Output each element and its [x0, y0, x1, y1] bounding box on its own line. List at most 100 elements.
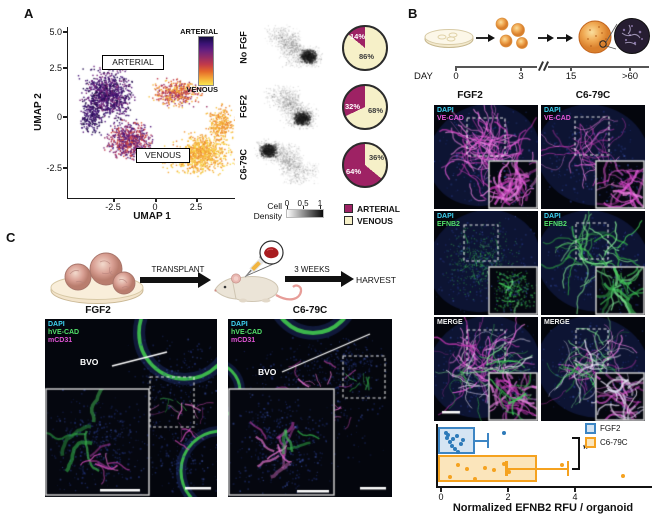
organoid-icon: [89, 252, 123, 286]
channel-label-merge: MERGE: [544, 319, 570, 326]
pie-fgf2: 32% 68%: [342, 84, 388, 130]
pie-venous-pct: 86%: [359, 52, 375, 61]
umap-x-tick: 0: [152, 202, 158, 212]
organoid-icon: [112, 271, 136, 295]
venous-region-label: VENOUS: [136, 148, 190, 163]
pie-arterial-pct: 14%: [350, 32, 366, 41]
timeline-day-label: DAY: [414, 71, 433, 82]
legend-swatch-fgf2: [585, 423, 596, 434]
timeline-axis: [455, 66, 649, 68]
density-map-c679c: [252, 137, 330, 191]
data-point: [560, 463, 565, 467]
umap-x-axis-label: UMAP 1: [133, 211, 171, 222]
microscopy-image: [434, 317, 538, 421]
pie-venous-pct: 36%: [369, 153, 385, 162]
channel-label-dapi: DAPI: [437, 107, 454, 114]
colorbar-bottom-label: VENOUS: [186, 85, 218, 94]
channel-label-efnb2: EFNB2: [544, 221, 567, 228]
venous-legend-swatch: [344, 216, 353, 225]
arterial-legend-swatch: [344, 204, 353, 213]
channel-label-mcd31: mCD31: [48, 337, 73, 344]
micro-fgf2-efnb2: DAPI EFNB2: [434, 211, 538, 315]
mature-organoid-icon: [578, 20, 612, 54]
pie-nofgf: 14% 86%: [342, 25, 388, 71]
channel-label-dapi: DAPI: [48, 321, 65, 328]
pie-venous-pct: 68%: [368, 106, 384, 115]
micro-fgf2-merge: MERGE: [434, 317, 538, 421]
pie-c679c: 64% 36%: [342, 142, 388, 188]
channel-label-mcd31: mCD31: [231, 337, 256, 344]
significance-star: *: [583, 441, 589, 456]
weeks-step-label: 3 WEEKS: [294, 265, 330, 274]
harvest-step-label: HARVEST: [356, 275, 396, 285]
microscopy-image: [541, 317, 645, 421]
legend-label-fgf2: FGF2: [600, 424, 621, 433]
bvo-annotation: BVO: [258, 367, 277, 377]
transplant-step-label: TRANSPLANT: [151, 265, 205, 274]
channel-label-efnb2: EFNB2: [437, 221, 460, 228]
microscopy-image: [434, 211, 538, 315]
panel-b-label: B: [408, 6, 418, 21]
fgf2-bar: [438, 427, 476, 454]
micro-c679c-vecad: DAPI VE-CAD: [541, 105, 645, 209]
condition-label-fgf2: FGF2: [238, 95, 249, 119]
organoid-icon: [64, 263, 92, 291]
pie-arterial-pct: 64%: [346, 167, 362, 176]
c679c-bar: [438, 455, 538, 482]
organoid-icon: [499, 34, 513, 48]
pie-arterial-pct: 32%: [345, 102, 361, 111]
timeline-tick: 0: [453, 71, 459, 82]
micro-c679c-merge: MERGE: [541, 317, 645, 421]
column-header-fgf2: FGF2: [85, 305, 111, 316]
channel-label-hvecad: hVE-CAD: [231, 329, 263, 336]
column-header-fgf2: FGF2: [457, 90, 483, 101]
cell-density-gradient: [286, 209, 324, 218]
transplant-image-fgf2: DAPI hVE-CAD mCD31 BVO: [45, 319, 217, 497]
umap-x-tick: -2.5: [105, 202, 121, 212]
organoid-icon: [511, 23, 525, 37]
density-tick: 0: [284, 199, 290, 208]
density-map-nofgf: [252, 20, 330, 74]
cell-density-legend-title: Cell Density: [253, 201, 282, 221]
density-map-fgf2: [252, 80, 330, 134]
fgf2-whisker-cap: [486, 433, 490, 448]
condition-label-c679c: C6-79C: [238, 149, 249, 181]
umap-y-tick: 0: [56, 112, 62, 122]
channel-label-dapi: DAPI: [231, 321, 248, 328]
organoid-icon: [516, 37, 528, 49]
c679c-whisker-cap: [567, 461, 570, 476]
venous-legend-label: VENOUS: [357, 216, 393, 226]
microscopy-image: [541, 211, 645, 315]
legend-swatch-c679c: [585, 437, 596, 448]
significance-bracket: [578, 437, 580, 470]
microscopy-image: [45, 319, 217, 497]
arterial-venous-colorbar: [198, 36, 214, 86]
chart-x-tick: 0: [438, 492, 444, 502]
timeline-tick: 3: [518, 71, 524, 82]
mouse-eye: [223, 285, 227, 289]
fgf2-whisker: [475, 439, 487, 442]
density-tick: 1: [317, 199, 323, 208]
channel-label-dapi: DAPI: [544, 213, 561, 220]
channel-label-hvecad: hVE-CAD: [48, 329, 80, 336]
magnified-region-marker: [599, 40, 607, 48]
chart-x-tick: 2: [505, 492, 511, 502]
transplant-image-c679c: DAPI hVE-CAD mCD31 BVO: [228, 319, 392, 497]
c679c-whisker: [505, 467, 568, 470]
column-header-c679c: C6-79C: [292, 305, 328, 316]
data-point: [620, 474, 625, 478]
column-header-c679c: C6-79C: [575, 90, 611, 101]
micro-c679c-efnb2: DAPI EFNB2: [541, 211, 645, 315]
transplant-schematic: [50, 240, 354, 304]
vessel-closeup-icon: [614, 18, 650, 54]
umap-y-tick: 5.0: [49, 27, 62, 37]
channel-label-dapi: DAPI: [544, 107, 561, 114]
mouse-tail: [275, 284, 303, 301]
transplant-arrow: [140, 277, 198, 283]
syringe-needle: [244, 269, 253, 278]
umap-y-tick: -2.5: [46, 163, 62, 173]
density-tick: 0.5: [297, 199, 309, 208]
organoid-protocol-schematic: [424, 17, 650, 54]
channel-label-vecad: VE-CAD: [437, 115, 464, 122]
timeline-tick: 15: [565, 71, 577, 82]
